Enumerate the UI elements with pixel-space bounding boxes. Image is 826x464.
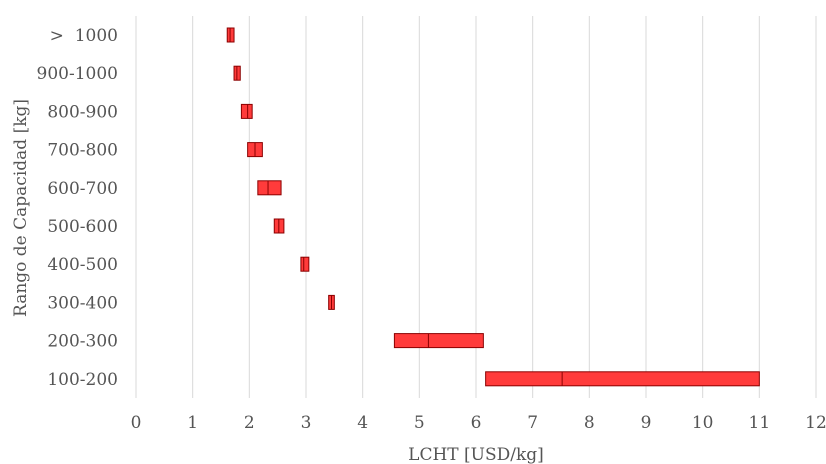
range-bars: [226, 27, 760, 387]
x-tick-label: 12: [805, 413, 826, 433]
x-tick-label: 7: [527, 413, 538, 433]
x-tick-label: 2: [244, 413, 255, 433]
x-tick-labels: 0 1 2 3 4 5 6 7 8 9 10 11 12: [131, 413, 826, 433]
x-tick-label: 6: [471, 413, 482, 433]
y-tick-label: 300-400: [47, 293, 118, 313]
x-tick-label: 0: [131, 413, 142, 433]
range-bar: [300, 256, 310, 272]
range-bar: [240, 103, 253, 119]
y-tick-label: 400-500: [47, 255, 118, 275]
x-tick-label: 9: [641, 413, 652, 433]
y-tick-label: > 1000: [50, 26, 118, 46]
y-tick-label: 800-900: [47, 102, 118, 122]
y-tick-label: 100-200: [47, 370, 118, 390]
range-bar: [226, 27, 235, 43]
y-tick-label: 500-600: [47, 217, 118, 237]
x-tick-label: 1: [187, 413, 198, 433]
y-tick-label: 900-1000: [37, 64, 118, 84]
y-tick-label: 600-700: [47, 179, 118, 199]
x-tick-label: 3: [301, 413, 312, 433]
grid-lines: [135, 16, 817, 398]
x-tick-label: 4: [357, 413, 368, 433]
y-tick-labels: > 1000 900-1000 800-900 700-800 600-700 500-6…: [37, 26, 118, 390]
y-axis-title: Rango de Capacidad [kg]: [11, 99, 31, 317]
x-tick-label: 5: [414, 413, 425, 433]
y-tick-label: 200-300: [47, 332, 118, 352]
range-bar: [257, 180, 282, 196]
x-tick-label: 11: [749, 413, 771, 433]
x-axis-title: LCHT [USD/kg]: [408, 445, 544, 464]
x-tick-label: 10: [692, 413, 714, 433]
range-bar: [485, 371, 760, 387]
x-tick-label: 8: [584, 413, 595, 433]
range-bar: [393, 333, 484, 349]
y-tick-label: 700-800: [47, 141, 118, 161]
